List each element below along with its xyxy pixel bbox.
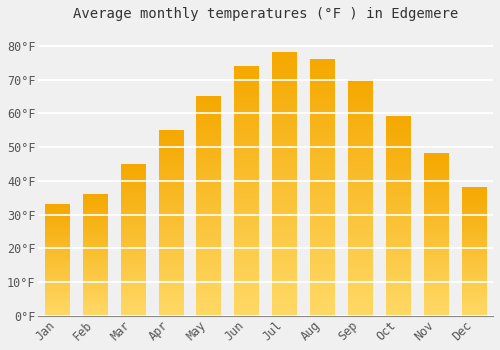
Title: Average monthly temperatures (°F ) in Edgemere: Average monthly temperatures (°F ) in Ed… bbox=[73, 7, 458, 21]
